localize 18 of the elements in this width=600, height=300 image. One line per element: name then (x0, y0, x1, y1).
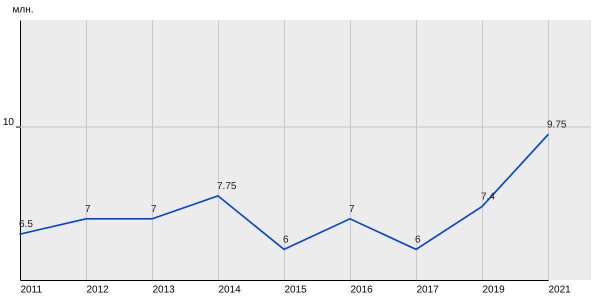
data-label: 9.75 (547, 120, 567, 131)
x-tick-label: 2013 (152, 284, 176, 296)
x-tick-label: 2015 (284, 284, 308, 296)
ref-line-label: 10 (2, 117, 14, 128)
x-tick-label: 2019 (482, 284, 506, 296)
y-axis-title: млн. (12, 4, 34, 16)
data-label: 6 (415, 234, 421, 246)
x-tick-label: 2017 (416, 284, 440, 296)
x-tick-label: 2012 (86, 284, 110, 296)
data-label: 6 (283, 234, 289, 246)
x-tick-label: 2011 (20, 284, 42, 296)
data-label: 7.75 (217, 180, 237, 192)
data-label: 7 (85, 204, 91, 215)
data-label: 7 (349, 204, 355, 215)
x-tick-label: 2014 (218, 284, 242, 296)
x-tick-label: 2016 (350, 284, 374, 296)
data-label: 7 (151, 204, 157, 215)
x-tick-label: 2021 (548, 284, 572, 296)
